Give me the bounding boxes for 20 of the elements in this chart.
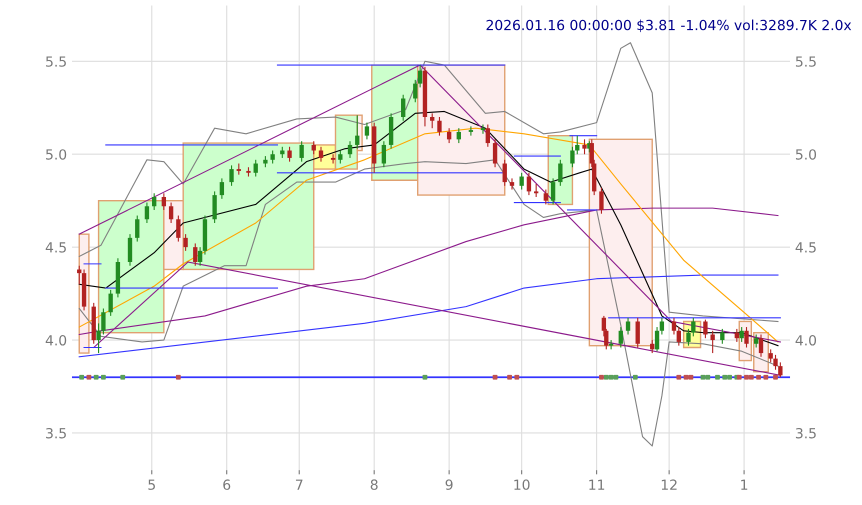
y-tick-label: 5.5	[46, 56, 66, 67]
y-tick-label: 4.5	[46, 242, 66, 253]
x-tick-label: 9	[446, 479, 453, 490]
x-tick-label: 8	[370, 479, 378, 490]
x-tick-label: 1	[741, 480, 748, 490]
x-tick-label: 12	[662, 479, 677, 490]
y2-tick-label: 3.5	[796, 428, 816, 438]
y-tick-label: 3.5	[46, 428, 66, 438]
y2-tick-label: 4.5	[796, 242, 816, 253]
x-tick-label: 7	[296, 480, 302, 490]
x-tick-label: 6	[223, 479, 230, 490]
y2-tick-label: 5.0	[796, 149, 816, 160]
x-tick-label: 11	[589, 480, 604, 490]
y-tick-label: 5.0	[46, 149, 66, 160]
y2-tick-label: 4.0	[796, 335, 816, 346]
x-tick-label: 10	[514, 479, 530, 490]
y2-tick-label: 5.5	[796, 56, 816, 67]
x-tick-label: 5	[148, 480, 155, 490]
text: 2026.01.16 00:00:00 $3.81 -1.04% vol:3289.7K 2.0x	[486, 20, 852, 32]
y-tick-label: 4.0	[46, 335, 66, 346]
